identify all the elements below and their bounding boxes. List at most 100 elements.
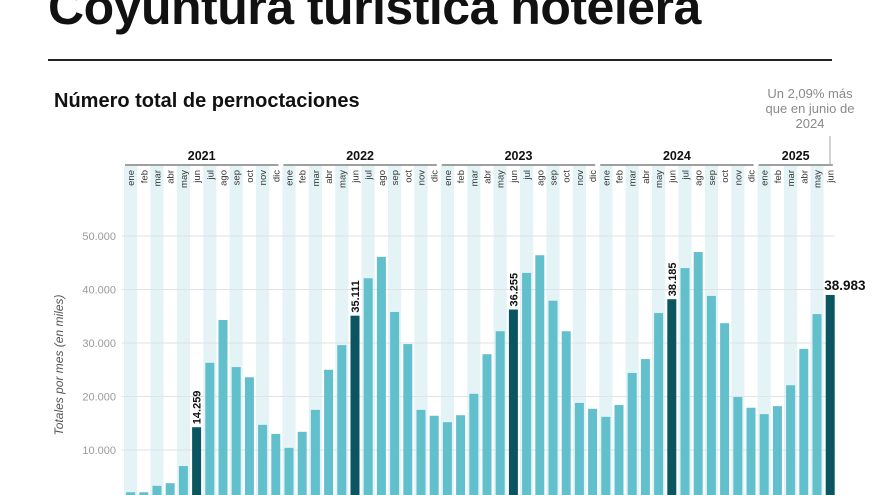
bar-2024-abr: [640, 359, 650, 495]
month-label: jun: [509, 170, 520, 184]
bar-2023-ago: [535, 255, 545, 495]
month-label: ene: [285, 170, 296, 186]
bar-2023-abr: [482, 354, 492, 495]
year-label: 2023: [505, 149, 533, 163]
month-label: oct: [720, 170, 731, 183]
month-label: feb: [773, 170, 784, 183]
bar-2021-dic: [271, 433, 281, 495]
month-label: sep: [390, 170, 401, 185]
bar-2024-may: [654, 313, 664, 495]
month-label: abr: [483, 170, 494, 184]
month-label: abr: [641, 170, 652, 184]
month-label: ago: [694, 170, 705, 186]
month-label: nov: [258, 170, 269, 186]
month-label: oct: [245, 170, 256, 183]
bar-2021-ene: [126, 492, 136, 495]
bar-2021-ago: [218, 319, 228, 495]
month-label: ene: [126, 170, 137, 186]
bar-2023-mar: [469, 393, 479, 495]
bar-2022-oct: [403, 344, 413, 495]
month-label: jun: [192, 170, 203, 184]
month-label: nov: [417, 170, 428, 186]
bar-2024-mar: [627, 372, 637, 495]
page-title: Coyuntura turística hotelera: [48, 0, 701, 35]
month-label: ago: [219, 170, 230, 186]
month-label: jul: [522, 170, 533, 181]
bar-2022-mar: [310, 409, 320, 495]
month-label: oct: [403, 170, 414, 183]
bar-2024-dic: [746, 407, 756, 495]
month-label: feb: [139, 170, 150, 183]
data-label: 38.185: [667, 263, 679, 297]
data-label: 38.983: [824, 278, 866, 293]
month-band: [757, 166, 771, 495]
bar-2023-ene: [442, 422, 452, 495]
month-label: jun: [351, 170, 362, 184]
bar-2024-nov: [733, 397, 743, 495]
bar-2024-feb: [614, 405, 624, 495]
bar-2025-ene: [759, 414, 769, 495]
month-label: ago: [535, 170, 546, 186]
bar-2021-oct: [244, 377, 254, 495]
bar-2022-jul: [363, 278, 373, 495]
month-label: jun: [667, 170, 678, 184]
month-label: jun: [826, 170, 837, 184]
bar-2023-nov: [574, 402, 584, 495]
month-label: oct: [562, 170, 573, 183]
bar-2021-may: [178, 466, 188, 495]
annotation-text: Un 2,09% más que en junio de 2024: [765, 86, 855, 131]
y-axis-label: Totales por mes (en miles): [52, 295, 66, 436]
month-label: jul: [364, 170, 375, 181]
month-label: mar: [786, 170, 797, 186]
month-label: feb: [615, 170, 626, 183]
month-label: mar: [153, 170, 164, 186]
bar-2025-jun: [825, 294, 835, 495]
bar-2021-jun: [192, 427, 202, 495]
chart-subtitle: Número total de pernoctaciones: [54, 90, 360, 112]
data-label: 36.255: [508, 273, 520, 307]
bar-2022-abr: [324, 369, 334, 495]
year-label: 2025: [782, 149, 810, 163]
bar-2023-feb: [456, 415, 466, 495]
bar-2022-may: [337, 345, 347, 495]
bar-2023-jun: [508, 309, 518, 495]
month-label: feb: [456, 170, 467, 183]
month-label: abr: [324, 170, 335, 184]
bar-2021-feb: [139, 492, 149, 495]
month-label: ene: [601, 170, 612, 186]
month-label: nov: [733, 170, 744, 186]
month-band: [176, 166, 190, 495]
month-label: sep: [232, 170, 243, 185]
bar-2022-nov: [416, 409, 426, 495]
bar-2021-mar: [152, 485, 162, 495]
bar-2023-dic: [588, 408, 598, 495]
title-divider: [48, 59, 832, 61]
month-label: jul: [205, 170, 216, 181]
bar-2021-jul: [205, 362, 215, 495]
month-label: abr: [799, 170, 810, 184]
year-label: 2024: [663, 149, 691, 163]
bar-2023-sep: [548, 300, 558, 495]
month-label: dic: [747, 170, 758, 182]
month-label: dic: [271, 170, 282, 182]
y-tick-label: 10.000: [82, 445, 116, 457]
bar-2022-dic: [429, 415, 439, 495]
month-label: may: [496, 170, 507, 188]
bar-2024-jun: [667, 299, 677, 495]
bar-2021-nov: [258, 424, 268, 495]
month-label: dic: [588, 170, 599, 182]
month-band: [256, 166, 270, 495]
bar-2024-ago: [693, 252, 703, 495]
month-band: [440, 166, 454, 495]
bar-2021-sep: [231, 367, 241, 495]
y-tick-label: 30.000: [82, 338, 116, 350]
month-band: [599, 166, 613, 495]
month-label: nov: [575, 170, 586, 186]
year-label: 2022: [346, 149, 374, 163]
month-label: may: [813, 170, 824, 188]
bar-2025-abr: [799, 348, 809, 495]
y-tick-label: 50.000: [82, 231, 116, 243]
bar-2024-oct: [720, 323, 730, 495]
bar-2023-may: [495, 331, 505, 495]
